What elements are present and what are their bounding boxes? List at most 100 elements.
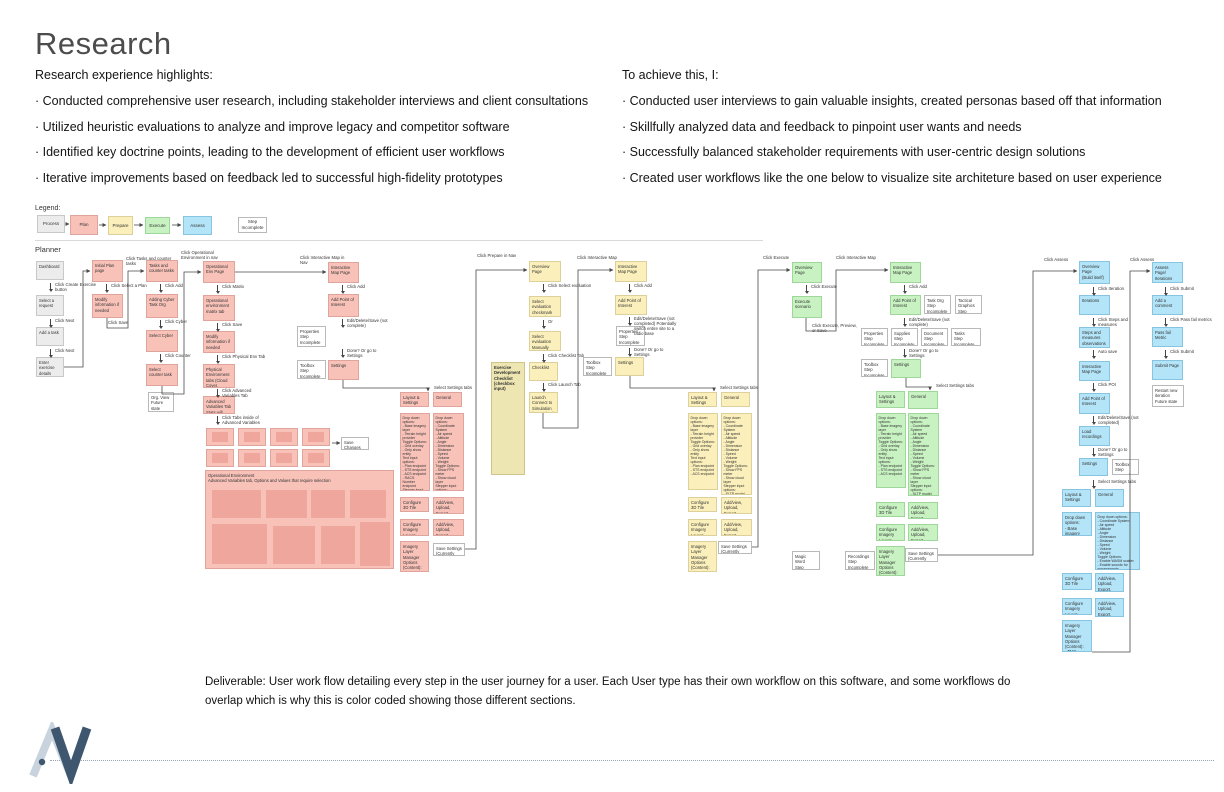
flow-node: Configure Imagery Layers (1062, 598, 1092, 615)
step-arrow-label: Click Select a Plan (111, 283, 147, 288)
step-arrow-label: Click Pass fail metrics (1170, 317, 1212, 322)
flow-node: Execute (145, 217, 170, 234)
incomplete-step-node: Task Org Step Incomplete (924, 295, 951, 314)
flow-node: Drop down options: - Base imagery layer … (876, 413, 906, 488)
flow-node: Drop down options: - Coordinate System -… (908, 413, 939, 496)
step-arrow-label: Or (548, 319, 553, 324)
legend-label: Legend: (35, 205, 61, 212)
step-arrow-label: Click Save (222, 322, 243, 327)
flow-node: Interactive Map Page (328, 262, 359, 283)
flow-node: Layout & Settings (688, 392, 717, 407)
connector-line (342, 380, 430, 392)
flow-node: Add/view, Upload, Export, Cancel (433, 519, 464, 536)
flow-node: Select evaluation checkmark unused (529, 296, 561, 317)
flow-node: Add Point of Interest (615, 295, 647, 315)
flow-node: Add Point of Interest (890, 295, 921, 315)
connector-line (905, 378, 932, 391)
step-arrow-label: Done? Or go to Settings (909, 348, 939, 358)
step-arrow-label: Click Cyber (165, 319, 187, 324)
flow-node: Steps and measures observations (1079, 327, 1110, 348)
flow-node: Drop down options: - Coordinate System -… (433, 413, 464, 491)
achievements-list: · Conducted user interviews to gain valu… (622, 94, 1207, 185)
flow-node: Interactive Map Page (890, 262, 921, 283)
flow-node: Select counter task (146, 364, 178, 386)
flow-node: Settings (615, 357, 644, 376)
incomplete-step-node: Toolbox Step Incomplete (583, 357, 612, 376)
placeholder-rect (276, 453, 292, 463)
placeholder-rect (276, 432, 292, 442)
flow-node: Add/view, Upload, Export, Cancel (1095, 598, 1124, 617)
step-arrow-label: Click Add (347, 284, 365, 289)
flow-node: Select a request (36, 295, 64, 316)
flow-node: Interactive Map Page (1079, 361, 1110, 381)
bullet-item: · Conducted comprehensive user research,… (35, 94, 589, 108)
placeholder-rect (212, 432, 228, 442)
flow-node: Configure 3D Tile (688, 497, 717, 512)
achievements-column: To achieve this, I: · Conducted user int… (622, 68, 1207, 196)
flow-node: Overview Page (Build itself) (1079, 261, 1110, 284)
step-arrow-label: Click Select evaluation (548, 283, 592, 288)
flow-node: Launch Connect to Simulation (Come back … (529, 392, 558, 413)
flow-node: Add Point of Interest (328, 294, 359, 317)
connector-label: Click Interactive Map (836, 255, 876, 260)
flow-node: General (1095, 489, 1124, 507)
page-title: Research (35, 26, 172, 61)
flow-node: Process (37, 215, 65, 233)
bullet-item: · Skillfully analyzed data and feedback … (622, 119, 1022, 134)
flow-node: Add/view, Upload, Export, Cancel (433, 497, 464, 514)
step-arrow-label: Done? Or go to Settings (347, 348, 377, 358)
step-arrow-label: Auto save (1098, 349, 1118, 354)
section-label-planner: Planner (35, 245, 61, 254)
flow-node: Configure Imagery Layers (688, 519, 717, 536)
flow-node: Settings (1079, 458, 1108, 476)
connector-label: Click Interactive Map in Nav (300, 255, 345, 266)
flow-node: Dashboard (36, 261, 64, 280)
flow-node: Advanced Variables Tab Stats will overlo… (203, 396, 235, 414)
incomplete-step-node: Tactical Graphics Step Incomplete (955, 295, 982, 314)
incomplete-step-node: Step Incomplete (238, 217, 267, 233)
flow-node: Settings (328, 360, 359, 380)
flow-node: Execute scenario (792, 296, 822, 318)
incomplete-step-node: Save Settings (Currently disabled) (433, 543, 465, 556)
connector-label: Click Assess (1130, 257, 1155, 262)
flow-node: Drop down options: - Coordinate System -… (721, 413, 752, 495)
flow-node: Load recordings (1079, 426, 1110, 446)
flow-node: Drop down options: - Base imagery layer … (688, 413, 718, 490)
flow-node: Iterations (1079, 295, 1110, 315)
flow-node: Configure 3D Tile (400, 497, 429, 512)
highlights-heading: Research experience highlights: (35, 68, 213, 82)
bullet-item: · Created user workflows like the one be… (622, 170, 1162, 185)
incomplete-step-node: Toolbox Step Incomplete (1112, 459, 1139, 475)
placeholder-rect (244, 432, 260, 442)
incomplete-step-node: Save Settings (Currently disabled) (718, 541, 752, 554)
flow-node: General (721, 392, 750, 407)
step-arrow-label: Click Advanced Variables Tab (222, 388, 252, 398)
incomplete-step-node: Recordings Step Incomplete (845, 551, 875, 570)
placeholder-rect (244, 453, 260, 463)
flow-node: Operational environment matrix tab (203, 295, 235, 321)
placeholder-rect (273, 526, 315, 564)
connector-line (752, 268, 791, 548)
placeholder-rect (311, 490, 345, 518)
connector-label: Click Operational Environment in nav (181, 250, 218, 261)
placeholder-rect (360, 522, 390, 566)
flow-node: Add a comment (1152, 295, 1183, 315)
flow-node: Configure 3D Tile (876, 502, 905, 517)
placeholder-rect (212, 453, 228, 463)
flow-node: Imagery Layer Manager Options (Content):… (876, 546, 905, 576)
step-arrow-label: Click Iteration (1098, 286, 1125, 291)
flow-node: Configure Imagery Layers (400, 519, 429, 536)
flow-node: Initial Plan page (92, 260, 123, 282)
step-arrow-label: Click Execute (811, 284, 838, 289)
connector-label: Select Settings tabs (434, 385, 472, 390)
flow-node: Physical Environment tabs (Cloud Cover, … (203, 364, 235, 388)
flow-node: Modify information if needed (203, 331, 235, 353)
step-arrow-label: Edit/Delete/Save (not complete) (909, 317, 950, 327)
connector-label: Click Execute (763, 255, 790, 260)
bullet-item: · Iterative improvements based on feedba… (35, 170, 503, 185)
flow-node: Select evaluation Manually (529, 331, 561, 351)
flow-node: Submit Page (1152, 360, 1183, 380)
flow-node: Assess Page/ Iterations (1152, 262, 1183, 283)
flow-node: Prepare (108, 216, 133, 235)
step-arrow-label: Click Submit (1170, 349, 1194, 354)
